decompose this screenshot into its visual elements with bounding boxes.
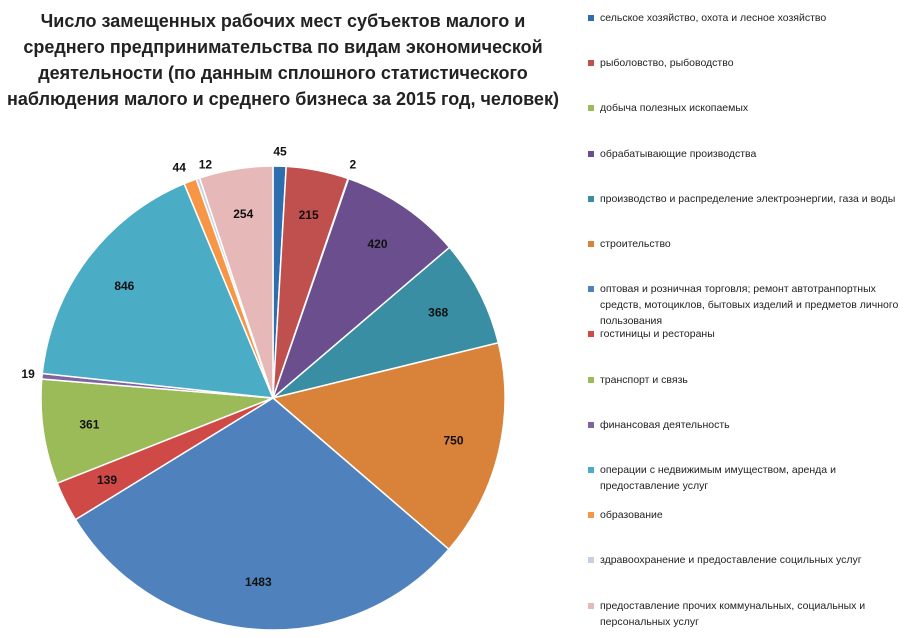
legend-swatch	[588, 512, 594, 519]
legend-label: добыча полезных ископаемых	[600, 102, 749, 115]
legend-label: обрабатывающие производства	[600, 147, 757, 160]
legend-swatch	[588, 105, 594, 112]
data-label: 44	[173, 160, 187, 174]
data-label: 12	[199, 157, 213, 171]
legend-item: операции с недвижимым имуществом, аренда…	[588, 462, 918, 494]
legend-swatch	[588, 467, 594, 473]
legend-label: транспорт и связь	[600, 373, 688, 386]
legend-swatch	[588, 150, 594, 157]
data-label: 254	[233, 207, 253, 221]
pie-slice	[271, 177, 451, 401]
legend-swatch	[588, 602, 594, 609]
legend-item: гостиницы и рестораны	[588, 326, 918, 342]
legend-item: строительство	[588, 236, 918, 252]
legend-swatch	[588, 286, 594, 293]
legend-label: рыболовство, рыбоводство	[600, 57, 734, 70]
legend-label: оптовая и розничная торговля; ремонт авт…	[600, 283, 899, 328]
data-label: 750	[443, 433, 463, 447]
legend-swatch	[588, 195, 594, 202]
pie-slice	[271, 341, 506, 551]
data-label: 19	[21, 367, 35, 381]
legend-label: предоставление прочих коммунальных, соци…	[600, 599, 866, 628]
data-label: 45	[273, 144, 287, 158]
legend-label: операции с недвижимым имуществом, аренда…	[600, 464, 836, 492]
legend-item: оптовая и розничная торговля; ремонт авт…	[588, 281, 918, 329]
legend-item: образование	[588, 507, 918, 523]
legend-item: здравоохранение и предоставление социльн…	[588, 552, 918, 568]
legend-item: сельское хозяйство, охота и лесное хозяй…	[588, 10, 918, 26]
legend-swatch	[588, 331, 594, 338]
legend-swatch	[588, 557, 594, 564]
pie-slice	[74, 397, 450, 631]
data-label: 215	[299, 208, 319, 222]
data-label: 846	[114, 279, 134, 293]
legend-label: финансовая деятельность	[600, 418, 730, 431]
legend-swatch	[588, 376, 594, 383]
pie-slice	[198, 165, 274, 399]
legend-swatch	[588, 15, 594, 21]
legend-item: производство и распределение электроэнер…	[588, 191, 918, 207]
legend-item: рыболовство, рыбоводство	[588, 55, 918, 71]
data-label: 1483	[245, 575, 272, 589]
data-label: 420	[367, 237, 387, 251]
chart-title: Число замещенных рабочих мест субъектов …	[7, 11, 559, 109]
legend-label: строительство	[600, 238, 671, 250]
legend-item: транспорт и связь	[588, 372, 918, 388]
legend-swatch	[588, 421, 594, 428]
legend-item: финансовая деятельность	[588, 417, 918, 433]
pie-slice	[40, 378, 274, 485]
legend-label: сельское хозяйство, охота и лесное хозяй…	[600, 12, 827, 24]
legend-label: здравоохранение и предоставление социльн…	[600, 554, 862, 567]
legend-swatch	[588, 241, 594, 247]
legend-item: добыча полезных ископаемых	[588, 100, 918, 116]
data-label: 139	[97, 473, 117, 487]
legend-label: гостиницы и рестораны	[600, 328, 715, 341]
data-label: 368	[428, 306, 448, 320]
legend-label: образование	[600, 509, 663, 522]
legend-item: обрабатывающие производства	[588, 146, 918, 162]
legend-swatch	[588, 60, 594, 67]
data-label: 361	[79, 417, 99, 431]
legend-item: предоставление прочих коммунальных, соци…	[588, 598, 918, 630]
legend-label: производство и распределение электроэнер…	[600, 192, 896, 205]
pie-slice	[272, 246, 500, 399]
data-label: 2	[350, 158, 357, 172]
pie-area: 45 215 2 420 368 750 1483 139 361 19 846 44 12 254	[21, 144, 506, 631]
pie-slice	[41, 182, 275, 399]
